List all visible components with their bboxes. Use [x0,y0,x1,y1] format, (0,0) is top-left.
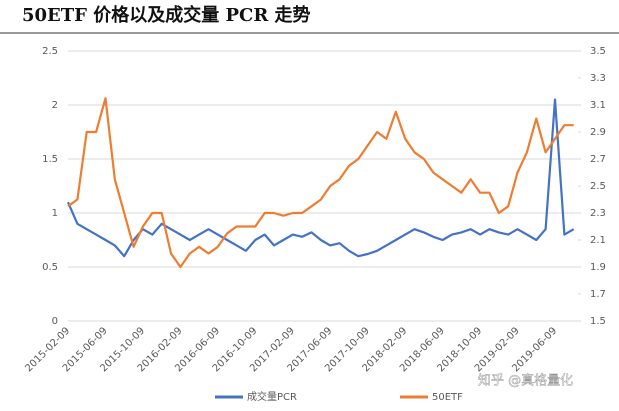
y2-tick-label: 1.5 [590,316,606,327]
y-tick-label: 1.5 [42,154,58,165]
watermark: 知乎 @真格量化 [478,373,573,389]
data-line [67,97,574,269]
data-line [66,98,575,258]
y2-tick-label: 2.9 [590,127,606,138]
y-tick-label: 2 [52,100,58,111]
y-tick-label: 0 [52,316,58,327]
y2-tick-label: 2.7 [590,154,606,165]
y-tick-label: 1 [52,208,58,219]
legend-label: 成交量PCR [247,390,297,403]
y2-tick-label: 2.5 [590,181,606,192]
y-tick-label: 0.5 [42,262,58,273]
legend-label: 50ETF [432,392,463,403]
y2-tick-label: 1.7 [590,289,606,300]
y2-tick-label: 3.3 [590,73,606,84]
y2-tick-label: 1.9 [590,262,606,273]
y-tick-label: 2.5 [42,46,58,57]
chart-title: 50ETF 价格以及成交量 PCR 走势 [22,4,311,26]
y2-tick-label: 2.1 [590,235,606,246]
y2-tick-label: 2.3 [590,208,606,219]
y2-tick-label: 3.1 [590,100,606,111]
y2-tick-label: 3.5 [590,46,606,57]
